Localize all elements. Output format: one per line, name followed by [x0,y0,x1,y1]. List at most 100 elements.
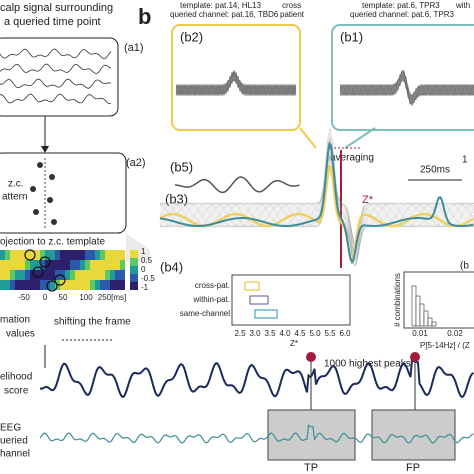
tick-label: 5.0 [309,329,321,338]
hist-bar [423,310,429,327]
trace [175,70,297,97]
trace [175,71,297,97]
trace [159,156,474,257]
box [171,24,301,131]
colorbar-label: 0.5 [141,256,153,265]
eeg-trace [0,93,112,105]
colorbar-label: -0.5 [141,274,155,283]
trace [175,70,297,97]
peak [410,352,420,362]
cell [35,250,40,260]
cell [45,260,50,270]
cell [80,270,85,280]
text: b [138,4,151,29]
text: FP [406,462,420,474]
text: same-channel [180,309,230,318]
trace [175,71,297,97]
text: (a2) [126,157,146,169]
trace [175,72,297,97]
text: cross [282,1,301,10]
trace [339,70,474,101]
trace [159,164,474,253]
cell [95,280,100,290]
cell [90,250,95,260]
trace [159,132,474,266]
cell [70,250,75,260]
cell [70,260,75,270]
trace [175,71,297,97]
text: within-pat. [193,295,230,304]
cell [75,280,80,290]
trace [175,71,297,97]
trace [159,155,474,257]
text: values [6,329,35,340]
trace [160,155,474,248]
colorbar-cell [130,274,138,282]
tick-label: 6.0 [339,329,351,338]
trace [159,128,474,265]
dot [51,219,57,225]
trace [159,137,474,263]
trace [159,159,474,261]
cell [80,250,85,260]
cell [90,270,95,280]
cell [100,260,105,270]
colorbar-label: 1 [141,247,146,256]
box [254,309,278,319]
dot [33,209,39,215]
colorbar-cell [130,250,138,258]
cell [35,270,40,280]
tick-label: 250[ms] [98,293,126,302]
cell [120,280,125,290]
trace [175,73,297,97]
trace [159,146,474,266]
cell [50,270,55,280]
trace [175,75,297,97]
cell [5,250,10,260]
text: patient [280,10,305,19]
cell [105,250,110,260]
tick-label: 2.5 [234,329,246,338]
cell [35,280,40,290]
cell [25,270,30,280]
wavelet [174,176,300,194]
cell [30,260,35,270]
cell [115,260,120,270]
text: a queried time point [4,16,101,28]
template [159,141,474,265]
colorbar: 10.50-0.5-1 [130,247,155,292]
box [244,281,260,291]
cell [10,270,15,280]
cell [95,270,100,280]
trace [339,73,474,107]
trace [339,71,474,106]
cell [0,260,5,270]
cell [30,250,35,260]
tick-label: 3.5 [264,329,276,338]
text: mation [0,315,30,326]
cell [50,250,55,260]
trace [339,73,474,106]
colorbar-label: 0 [141,265,146,274]
text: calp signal surrounding [0,2,113,14]
cell [20,250,25,260]
cell [100,270,105,280]
cell [25,250,30,260]
trace [339,70,474,101]
text: template: pat.6, TPR3 [362,1,440,10]
box [0,152,127,234]
window [371,409,456,461]
cell [55,260,60,270]
cell [120,270,125,280]
trace [159,159,474,243]
cell [105,260,110,270]
cell [15,250,20,260]
cell [55,250,60,260]
cell [10,250,15,260]
arrow-head [41,146,49,153]
cell [15,270,20,280]
text: (b [460,261,469,272]
text: score [4,386,29,397]
text: queried channel: pat.16, TBD6 [170,10,279,19]
hist-bar [411,285,417,327]
